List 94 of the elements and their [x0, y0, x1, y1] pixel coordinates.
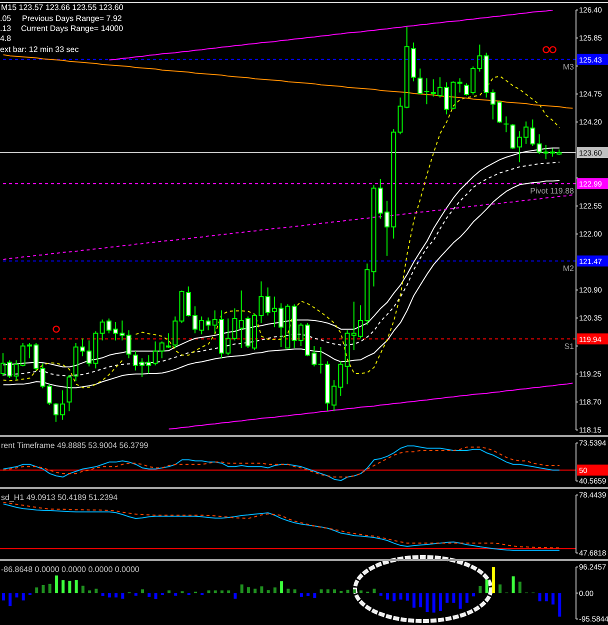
chart-title: sd_H1 49.0913 50.4189 51.2394 [1, 493, 118, 502]
bar [148, 593, 151, 597]
annotation: S1 [564, 342, 575, 351]
bar [260, 586, 264, 594]
bar [15, 593, 18, 598]
bar [544, 593, 548, 602]
bar [293, 589, 296, 594]
annotation: Current Days Range= 14000 [21, 24, 124, 33]
bar [518, 582, 522, 594]
bar [432, 593, 436, 613]
bar [220, 590, 224, 594]
bar [360, 590, 363, 594]
bar [22, 593, 25, 600]
bar [419, 593, 422, 608]
bar [154, 593, 158, 600]
bar [446, 593, 449, 603]
bar [88, 590, 92, 594]
annotation: .13 [0, 24, 12, 33]
bar [48, 584, 52, 594]
bar [313, 593, 316, 598]
bar [2, 593, 5, 600]
bar [498, 584, 502, 594]
chart-title: rent Timeframe 49.8885 53.9004 56.3799 [1, 441, 149, 450]
bar [101, 593, 104, 596]
bar [8, 593, 12, 606]
bar [406, 593, 409, 601]
bar [141, 589, 144, 594]
bar [386, 593, 389, 600]
annotation: 4.8 [0, 34, 12, 43]
bar [54, 575, 58, 594]
bar [465, 593, 468, 603]
bar [333, 589, 336, 594]
bar [74, 580, 78, 594]
candlestick [126, 330, 132, 359]
bar [558, 593, 562, 617]
bar [438, 593, 442, 611]
bar [478, 586, 482, 594]
bar [81, 586, 84, 594]
bar [42, 584, 45, 594]
line-series [2, 54, 574, 109]
candlestick [503, 116, 510, 133]
bar [68, 580, 72, 594]
bar [35, 587, 38, 594]
bar [372, 588, 376, 594]
annotation: M3 [562, 62, 575, 72]
bar [492, 567, 495, 594]
bar [346, 590, 350, 594]
bar [114, 593, 118, 598]
bar [227, 590, 230, 594]
bar [399, 593, 402, 600]
line-series [168, 382, 574, 430]
annotation: Previous Days Range= 7.92 [22, 14, 122, 23]
bar [273, 587, 276, 594]
bar [168, 590, 171, 594]
bar [512, 576, 515, 594]
annotation: .05 [0, 14, 12, 23]
bar [326, 589, 330, 594]
bar [62, 580, 65, 594]
bar [174, 593, 178, 596]
bar [254, 588, 257, 594]
annotation: M2 [562, 264, 575, 273]
bar [352, 589, 356, 594]
bar [246, 587, 250, 594]
annotation: Pivot 119.88 [530, 186, 575, 196]
line-series [2, 194, 574, 260]
bar [300, 593, 303, 597]
bar [207, 590, 210, 594]
bar [94, 588, 98, 594]
bar [340, 590, 343, 594]
bar [485, 580, 488, 594]
bar [472, 593, 476, 596]
bar [452, 593, 456, 603]
bar [379, 593, 382, 596]
bar [266, 590, 270, 594]
bar [320, 589, 323, 594]
bar [108, 593, 111, 598]
annotation: M15 123.57 123.66 123.55 123.60 [1, 3, 124, 12]
bar [426, 593, 429, 612]
bar [280, 581, 284, 594]
annotation: ext bar: 12 min 33 sec [0, 45, 79, 54]
bar [458, 593, 462, 609]
bar [240, 584, 244, 594]
chart-title: -86.8648 0.0000 0.0000 0.0000 0.0000 [1, 565, 140, 574]
bar [412, 593, 416, 608]
bar [214, 590, 217, 594]
bar [538, 593, 542, 602]
bar [552, 593, 555, 604]
candlestick [457, 78, 462, 93]
bar [306, 593, 310, 596]
bar [392, 593, 396, 602]
bar [121, 593, 124, 599]
bar [286, 588, 290, 594]
bar [234, 593, 237, 599]
bar [134, 593, 138, 596]
